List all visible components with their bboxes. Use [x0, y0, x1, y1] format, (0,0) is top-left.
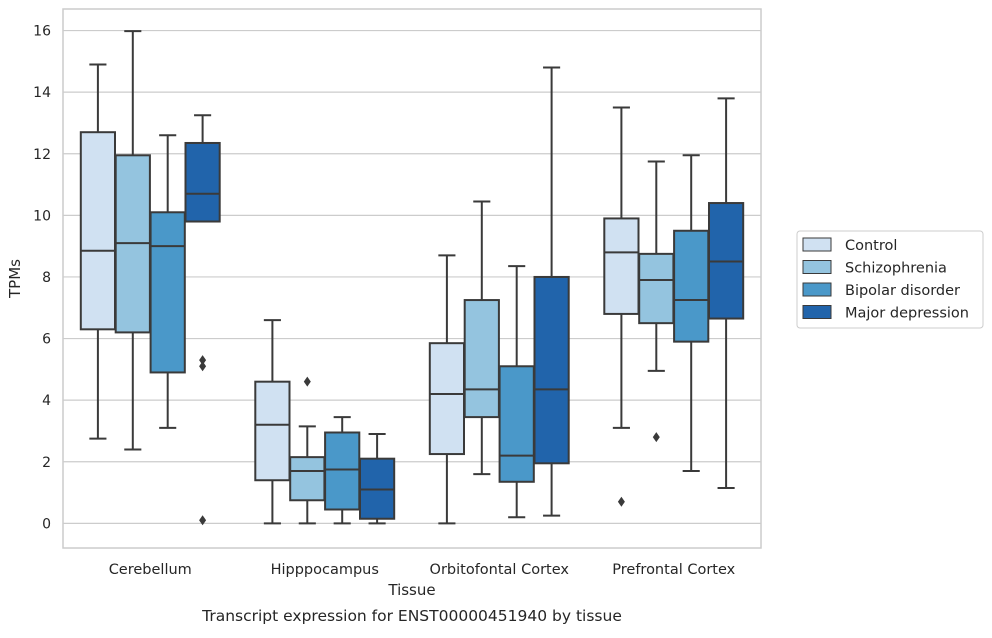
outlier-point	[303, 376, 311, 387]
box-1-2	[324, 416, 361, 525]
chart-caption: Transcript expression for ENST0000045194…	[201, 607, 622, 625]
box-2-3	[533, 66, 570, 517]
legend-label: Schizophrenia	[845, 261, 947, 277]
legend-frame	[796, 230, 984, 329]
box-2-0	[428, 254, 466, 525]
box-body	[533, 275, 570, 465]
outlier-point	[199, 515, 207, 526]
y-axis-label: TPMs	[6, 259, 24, 299]
y-tick-label: 16	[33, 24, 51, 40]
plot-frame	[62, 8, 762, 549]
box-0-3	[184, 114, 221, 526]
legend-label: Bipolar disorder	[845, 283, 960, 299]
box-2-1	[463, 200, 500, 476]
y-tick-label: 8	[42, 270, 51, 286]
box-3-2	[673, 154, 710, 472]
box-3-1	[638, 160, 675, 443]
y-tick-label: 2	[42, 455, 51, 471]
box-body	[428, 342, 466, 456]
y-tick-label: 12	[33, 147, 51, 163]
legend: Control Schizophrenia Bipolar disorder Majo…	[796, 230, 984, 329]
box-body	[673, 229, 710, 343]
box-body	[79, 131, 117, 331]
outlier-point	[617, 496, 625, 507]
x-axis-label: Tissue	[387, 581, 435, 599]
y-tick-label: 4	[42, 393, 51, 409]
box-3-0	[603, 106, 640, 507]
box-1-3	[358, 433, 396, 525]
box-0-2	[149, 134, 186, 429]
box-body	[324, 431, 361, 511]
x-tick-labels: Cerebellum Hipppocampus Orbitofontal Corte…	[109, 562, 736, 578]
box-1-0	[254, 319, 291, 525]
x-tick-label: Cerebellum	[109, 562, 192, 578]
legend-swatch	[802, 305, 832, 319]
box-1-1	[289, 376, 326, 525]
box-3-3	[707, 97, 745, 489]
x-tick-label: Hipppocampus	[271, 562, 379, 578]
outlier-point	[199, 355, 207, 366]
box-body	[184, 141, 221, 223]
legend-swatch	[802, 282, 832, 297]
x-tick-label: Prefrontal Cortex	[612, 562, 735, 578]
box-body	[149, 211, 186, 374]
box-body	[638, 252, 675, 325]
y-tick-label: 0	[42, 516, 51, 532]
legend-swatch	[802, 260, 832, 274]
legend-swatch	[802, 237, 832, 252]
box-body	[463, 299, 500, 419]
y-tick-label: 6	[42, 332, 51, 348]
boxes	[79, 30, 745, 526]
box-body	[289, 456, 326, 502]
y-tick-label: 10	[33, 208, 51, 224]
y-tick-labels: 0 2 4 6 8 10 12 14 16	[33, 24, 51, 533]
box-0-0	[79, 63, 117, 440]
box-body	[254, 380, 291, 482]
box-0-1	[114, 30, 151, 451]
legend-label: Control	[845, 238, 897, 254]
box-2-2	[498, 265, 535, 519]
x-tick-label: Orbitofontal Cortex	[430, 562, 570, 578]
box-body	[603, 217, 640, 315]
outlier-point	[199, 361, 207, 372]
box-body	[498, 365, 535, 483]
legend-label: Major depression	[845, 306, 969, 322]
outlier-point	[652, 432, 660, 443]
y-tick-label: 14	[33, 85, 51, 101]
